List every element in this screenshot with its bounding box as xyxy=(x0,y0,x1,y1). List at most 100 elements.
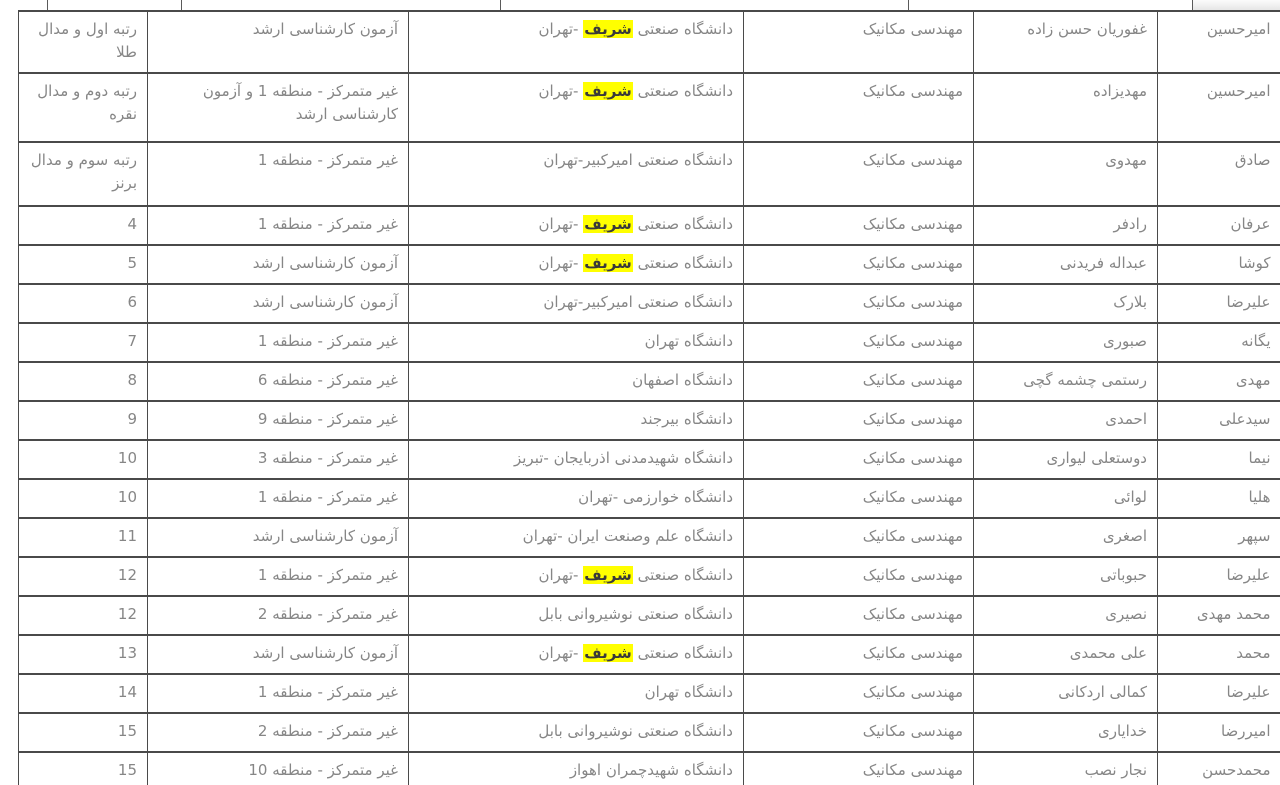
cell-admission: غیر متمرکز - منطقه 2 xyxy=(147,595,409,636)
cell-university: دانشگاه صنعتی شریف -تهران xyxy=(408,556,744,597)
cell-university: دانشگاه صنعتی شریف -تهران xyxy=(408,72,744,143)
table-row: صادق مهدوی مهندسی مکانیک دانشگاه صنعتی امیر… xyxy=(18,141,1280,207)
cell-rank: 14 xyxy=(18,673,148,714)
cell-admission: غیر متمرکز - منطقه 1 xyxy=(147,478,409,519)
cell-admission: غیر متمرکز - منطقه 1 xyxy=(147,322,409,363)
cell-rank: رتبه دوم و مدال نقره xyxy=(18,72,148,143)
cell-field: مهندسی مکانیک xyxy=(743,10,974,74)
cell-last-name: مهدیزاده xyxy=(973,72,1158,143)
cell-rank: 5 xyxy=(18,244,148,285)
cell-admission: غیر متمرکز - منطقه 9 xyxy=(147,400,409,441)
table-row: مهدی رستمی چشمه گچی مهندسی مکانیک دانشگاه ا… xyxy=(18,361,1280,402)
table-row: یگانه صبوری مهندسی مکانیک دانشگاه تهران غیر … xyxy=(18,322,1280,363)
cell-last-name: صبوری xyxy=(973,322,1158,363)
cell-field: مهندسی مکانیک xyxy=(743,72,974,143)
cell-rank: 9 xyxy=(18,400,148,441)
cell-rank: 12 xyxy=(18,595,148,636)
cell-last-name: حبوباتی xyxy=(973,556,1158,597)
cell-first-name: علیرضا xyxy=(1157,673,1280,714)
cell-university: دانشگاه شهیدمدنی اذربایجان -تبریز xyxy=(408,439,744,480)
student-ranking-table: امیرحسین غفوریان حسن زاده مهندسی مکانیک دان… xyxy=(18,10,1280,785)
cell-university: دانشگاه صنعتی شریف -تهران xyxy=(408,244,744,285)
cell-admission: غیر متمرکز - منطقه 2 xyxy=(147,712,409,753)
search-highlight: شریف xyxy=(583,254,633,272)
cell-rank: 11 xyxy=(18,517,148,558)
cell-rank: 7 xyxy=(18,322,148,363)
clipped-cell-divider xyxy=(500,0,501,10)
cell-field: مهندسی مکانیک xyxy=(743,673,974,714)
cell-first-name: سپهر xyxy=(1157,517,1280,558)
cell-university: دانشگاه تهران xyxy=(408,322,744,363)
cell-rank: 6 xyxy=(18,283,148,324)
cell-field: مهندسی مکانیک xyxy=(743,283,974,324)
cell-admission: غیر متمرکز - منطقه 6 xyxy=(147,361,409,402)
cell-admission: آزمون کارشناسی ارشد xyxy=(147,244,409,285)
cell-last-name: نجار نصب xyxy=(973,751,1158,785)
cell-first-name: امیرحسین xyxy=(1157,72,1280,143)
table-row: عرفان رادفر مهندسی مکانیک دانشگاه صنعتی شری… xyxy=(18,205,1280,246)
cell-university: دانشگاه صنعتی نوشیروانی بابل xyxy=(408,595,744,636)
search-highlight: شریف xyxy=(583,215,633,233)
cell-first-name: عرفان xyxy=(1157,205,1280,246)
cell-admission: آزمون کارشناسی ارشد xyxy=(147,10,409,74)
cell-last-name: رستمی چشمه گچی xyxy=(973,361,1158,402)
cell-admission: غیر متمرکز - منطقه 1 xyxy=(147,556,409,597)
cell-field: مهندسی مکانیک xyxy=(743,712,974,753)
cell-last-name: عبداله فریدنی xyxy=(973,244,1158,285)
table-row: علیرضا بلارک مهندسی مکانیک دانشگاه صنعتی ام… xyxy=(18,283,1280,324)
cell-field: مهندسی مکانیک xyxy=(743,205,974,246)
cell-university: دانشگاه صنعتی شریف -تهران xyxy=(408,10,744,74)
table-row: محمدحسن نجار نصب مهندسی مکانیک دانشگاه شهید… xyxy=(18,751,1280,785)
cell-first-name: مهدی xyxy=(1157,361,1280,402)
cell-first-name: امیررضا xyxy=(1157,712,1280,753)
table-row: امیررضا خدایاری مهندسی مکانیک دانشگاه صنعتی… xyxy=(18,712,1280,753)
cell-first-name: محمد xyxy=(1157,634,1280,675)
cell-university: دانشگاه صنعتی شریف -تهران xyxy=(408,634,744,675)
table-row: علیرضا کمالی اردکانی مهندسی مکانیک دانشگاه … xyxy=(18,673,1280,714)
cell-last-name: کمالی اردکانی xyxy=(973,673,1158,714)
table-body: امیرحسین غفوریان حسن زاده مهندسی مکانیک دان… xyxy=(18,10,1280,785)
table-row: محمد علی محمدی مهندسی مکانیک دانشگاه صنعتی … xyxy=(18,634,1280,675)
cell-admission: آزمون کارشناسی ارشد xyxy=(147,283,409,324)
cell-first-name: یگانه xyxy=(1157,322,1280,363)
cell-field: مهندسی مکانیک xyxy=(743,751,974,785)
cell-last-name: علی محمدی xyxy=(973,634,1158,675)
table-row: هلیا لوائی مهندسی مکانیک دانشگاه خوارزمی -ت… xyxy=(18,478,1280,519)
cell-first-name: محمدحسن xyxy=(1157,751,1280,785)
cell-rank: 10 xyxy=(18,439,148,480)
cell-first-name: علیرضا xyxy=(1157,283,1280,324)
cell-last-name: اصغری xyxy=(973,517,1158,558)
cell-field: مهندسی مکانیک xyxy=(743,634,974,675)
cell-admission: آزمون کارشناسی ارشد xyxy=(147,517,409,558)
cell-last-name: مهدوی xyxy=(973,141,1158,207)
cell-admission: غیر متمرکز - منطقه 10 xyxy=(147,751,409,785)
cell-last-name: خدایاری xyxy=(973,712,1158,753)
cell-field: مهندسی مکانیک xyxy=(743,478,974,519)
cell-first-name: نیما xyxy=(1157,439,1280,480)
cell-admission: غیر متمرکز - منطقه 1 xyxy=(147,673,409,714)
cell-field: مهندسی مکانیک xyxy=(743,400,974,441)
search-highlight: شریف xyxy=(583,644,633,662)
cell-first-name: علیرضا xyxy=(1157,556,1280,597)
cell-admission: غیر متمرکز - منطقه 1 xyxy=(147,141,409,207)
cell-last-name: لوائی xyxy=(973,478,1158,519)
cell-rank: 10 xyxy=(18,478,148,519)
table-row: کوشا عبداله فریدنی مهندسی مکانیک دانشگاه صن… xyxy=(18,244,1280,285)
cell-last-name: غفوریان حسن زاده xyxy=(973,10,1158,74)
table-row: علیرضا حبوباتی مهندسی مکانیک دانشگاه صنعتی … xyxy=(18,556,1280,597)
table-row: امیرحسین مهدیزاده مهندسی مکانیک دانشگاه صنع… xyxy=(18,72,1280,143)
cell-first-name: صادق xyxy=(1157,141,1280,207)
cell-university: دانشگاه خوارزمی -تهران xyxy=(408,478,744,519)
cell-rank: 13 xyxy=(18,634,148,675)
cell-last-name: دوستعلی لیواری xyxy=(973,439,1158,480)
clipped-cell-divider xyxy=(908,0,909,10)
cell-field: مهندسی مکانیک xyxy=(743,595,974,636)
cell-admission: غیر متمرکز - منطقه 1 xyxy=(147,205,409,246)
clipped-cell-divider xyxy=(1192,0,1193,10)
table-row: امیرحسین غفوریان حسن زاده مهندسی مکانیک دان… xyxy=(18,10,1280,74)
cell-first-name: محمد مهدی xyxy=(1157,595,1280,636)
cell-last-name: نصیری xyxy=(973,595,1158,636)
cell-university: دانشگاه صنعتی شریف -تهران xyxy=(408,205,744,246)
cell-university: دانشگاه صنعتی نوشیروانی بابل xyxy=(408,712,744,753)
